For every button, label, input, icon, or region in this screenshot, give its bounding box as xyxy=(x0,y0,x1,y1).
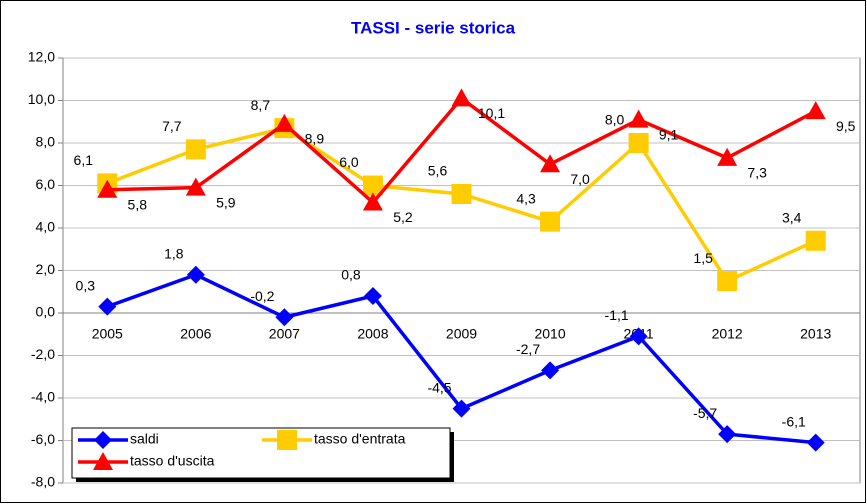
point xyxy=(185,139,206,160)
point xyxy=(540,154,561,173)
point xyxy=(451,88,472,107)
point xyxy=(717,271,738,292)
point xyxy=(186,265,205,284)
data-label: 9,1 xyxy=(659,126,679,142)
point xyxy=(93,452,113,470)
point xyxy=(805,230,826,251)
y-tick-label: 0,0 xyxy=(36,304,56,320)
data-label: 5,2 xyxy=(393,209,413,225)
data-label: -0,2 xyxy=(250,288,274,304)
data-label: -5,7 xyxy=(693,405,717,421)
data-label: 3,4 xyxy=(782,209,802,225)
data-label: -2,7 xyxy=(516,341,540,357)
point xyxy=(277,430,297,450)
data-label: -4,5 xyxy=(427,379,451,395)
data-label: 4,3 xyxy=(516,190,536,206)
data-label: 8,0 xyxy=(605,112,625,128)
point xyxy=(94,431,112,449)
point xyxy=(628,133,649,153)
y-tick-label: 8,0 xyxy=(36,134,56,150)
legend-label: tasso d'entrata xyxy=(314,431,406,447)
legend: saldi tasso d'entrata tasso d'uscita xyxy=(71,427,454,482)
x-tick-label: 2006 xyxy=(180,326,211,342)
data-label: 7,7 xyxy=(162,118,182,134)
y-tick-label: 4,0 xyxy=(36,219,56,235)
x-tick-label: 2010 xyxy=(534,326,565,342)
data-label: 5,9 xyxy=(216,194,236,210)
x-tick-label: 2012 xyxy=(712,326,743,342)
y-tick-label: -8,0 xyxy=(31,474,55,490)
x-tick-label: 2013 xyxy=(800,326,831,342)
point xyxy=(362,175,383,196)
point xyxy=(98,297,117,316)
data-label: 0,3 xyxy=(76,277,96,293)
data-label: 5,8 xyxy=(128,196,148,212)
data-label: 5,6 xyxy=(428,163,448,179)
y-tick-label: -2,0 xyxy=(31,346,55,362)
point xyxy=(275,308,294,327)
point xyxy=(628,109,649,128)
x-tick-label: 2007 xyxy=(269,326,300,342)
x-tick-label: 2008 xyxy=(357,326,388,342)
data-label: 10,1 xyxy=(478,105,505,121)
point xyxy=(451,184,472,204)
point xyxy=(805,101,826,120)
y-tick-label: 6,0 xyxy=(36,176,56,192)
point xyxy=(540,211,561,232)
data-label: 6,1 xyxy=(74,152,94,168)
data-label: 9,5 xyxy=(836,118,856,134)
data-label: 8,7 xyxy=(251,97,271,113)
y-tick-label: -6,0 xyxy=(31,431,55,447)
point xyxy=(452,399,471,418)
point xyxy=(97,179,118,198)
legend-label: saldi xyxy=(130,431,159,447)
y-tick-label: 12,0 xyxy=(28,49,55,65)
point xyxy=(185,177,206,196)
point xyxy=(806,433,825,452)
y-tick-label: -4,0 xyxy=(31,389,55,405)
point xyxy=(717,147,738,166)
point xyxy=(362,192,383,211)
x-tick-label: 2009 xyxy=(446,326,477,342)
data-label: 7,0 xyxy=(570,171,590,187)
point xyxy=(274,113,295,132)
point xyxy=(629,327,648,346)
y-tick-label: 10,0 xyxy=(28,91,55,107)
data-label: 6,0 xyxy=(339,154,359,170)
chart-title: TASSI - serie storica xyxy=(351,18,516,37)
data-label: 8,9 xyxy=(305,131,325,147)
data-label: 1,5 xyxy=(693,250,713,266)
point xyxy=(541,361,560,380)
data-label: -6,1 xyxy=(782,413,806,429)
point xyxy=(718,425,737,444)
data-label: 1,8 xyxy=(164,245,184,261)
data-label: 0,8 xyxy=(341,267,361,283)
y-tick-label: 2,0 xyxy=(36,261,56,277)
x-tick-label: 2005 xyxy=(92,326,123,342)
legend-label: tasso d'uscita xyxy=(130,453,215,469)
data-label: 7,3 xyxy=(747,165,767,181)
legend-box xyxy=(71,427,451,479)
point xyxy=(363,287,382,305)
data-label: -1,1 xyxy=(605,307,629,323)
